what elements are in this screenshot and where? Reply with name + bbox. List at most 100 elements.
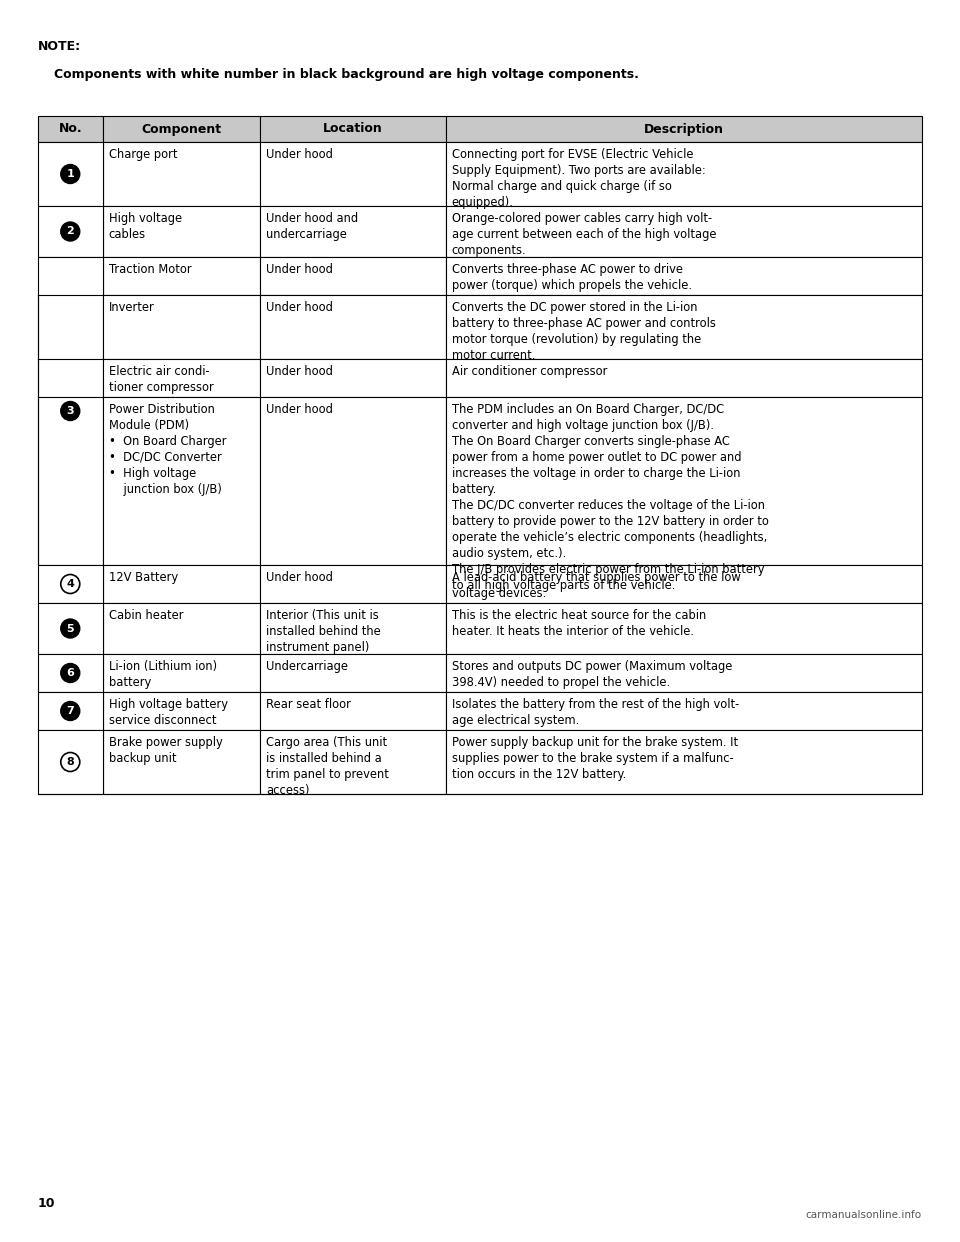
Bar bbox=[445, 692, 922, 730]
Text: Components with white number in black background are high voltage components.: Components with white number in black ba… bbox=[54, 68, 638, 81]
Bar bbox=[260, 206, 445, 257]
Text: Converts the DC power stored in the Li-ion
battery to three-phase AC power and c: Converts the DC power stored in the Li-i… bbox=[451, 301, 715, 361]
Text: 6: 6 bbox=[66, 668, 74, 678]
Bar bbox=[445, 206, 922, 257]
Text: NOTE:: NOTE: bbox=[38, 40, 82, 53]
Bar bbox=[445, 296, 922, 359]
Text: Location: Location bbox=[323, 123, 383, 135]
Bar bbox=[103, 604, 260, 655]
Bar bbox=[38, 257, 103, 565]
Text: A lead-acid battery that supplies power to the low
voltage devices.: A lead-acid battery that supplies power … bbox=[451, 571, 740, 600]
Bar bbox=[260, 257, 445, 296]
Bar bbox=[38, 116, 103, 142]
Bar bbox=[103, 565, 260, 604]
Circle shape bbox=[60, 164, 80, 184]
Bar bbox=[445, 397, 922, 565]
Text: Isolates the battery from the rest of the high volt-
age electrical system.: Isolates the battery from the rest of th… bbox=[451, 698, 739, 727]
Text: The PDM includes an On Board Charger, DC/DC
converter and high voltage junction : The PDM includes an On Board Charger, DC… bbox=[451, 402, 768, 592]
Bar bbox=[103, 692, 260, 730]
Text: Orange-colored power cables carry high volt-
age current between each of the hig: Orange-colored power cables carry high v… bbox=[451, 212, 716, 257]
Text: Stores and outputs DC power (Maximum voltage
398.4V) needed to propel the vehicl: Stores and outputs DC power (Maximum vol… bbox=[451, 660, 732, 689]
Text: No.: No. bbox=[59, 123, 82, 135]
Text: 12V Battery: 12V Battery bbox=[108, 571, 178, 584]
Bar bbox=[103, 116, 260, 142]
Bar bbox=[38, 565, 103, 604]
Circle shape bbox=[60, 663, 80, 683]
Bar bbox=[103, 257, 260, 296]
Bar bbox=[103, 655, 260, 692]
Text: Traction Motor: Traction Motor bbox=[108, 263, 191, 276]
Text: Charge port: Charge port bbox=[108, 148, 177, 161]
Text: Description: Description bbox=[644, 123, 724, 135]
Text: Power Distribution
Module (PDM)
•  On Board Charger
•  DC/DC Converter
•  High v: Power Distribution Module (PDM) • On Boa… bbox=[108, 402, 226, 496]
Circle shape bbox=[60, 222, 80, 241]
Text: High voltage battery
service disconnect: High voltage battery service disconnect bbox=[108, 698, 228, 727]
Bar bbox=[38, 655, 103, 692]
Text: 10: 10 bbox=[38, 1197, 56, 1210]
Bar bbox=[260, 604, 445, 655]
Bar bbox=[38, 142, 103, 206]
Bar bbox=[260, 565, 445, 604]
Bar bbox=[445, 655, 922, 692]
Text: 5: 5 bbox=[66, 623, 74, 633]
Bar bbox=[445, 142, 922, 206]
Bar bbox=[38, 604, 103, 655]
Text: Under hood: Under hood bbox=[266, 365, 333, 378]
Text: Under hood: Under hood bbox=[266, 148, 333, 161]
Text: 3: 3 bbox=[66, 406, 74, 416]
Bar bbox=[103, 397, 260, 565]
Text: Brake power supply
backup unit: Brake power supply backup unit bbox=[108, 737, 223, 765]
Bar bbox=[445, 730, 922, 794]
Bar bbox=[38, 206, 103, 257]
Text: 1: 1 bbox=[66, 169, 74, 179]
Text: Cargo area (This unit
is installed behind a
trim panel to prevent
access): Cargo area (This unit is installed behin… bbox=[266, 737, 389, 797]
Bar bbox=[38, 730, 103, 794]
Bar bbox=[38, 692, 103, 730]
Bar bbox=[260, 655, 445, 692]
Bar bbox=[260, 142, 445, 206]
Text: High voltage
cables: High voltage cables bbox=[108, 212, 181, 241]
Text: 2: 2 bbox=[66, 226, 74, 236]
Text: 8: 8 bbox=[66, 758, 74, 768]
Text: Inverter: Inverter bbox=[108, 301, 155, 314]
Text: Interior (This unit is
installed behind the
instrument panel): Interior (This unit is installed behind … bbox=[266, 609, 380, 655]
Bar bbox=[260, 730, 445, 794]
Text: Under hood: Under hood bbox=[266, 571, 333, 584]
Bar bbox=[260, 397, 445, 565]
Bar bbox=[260, 359, 445, 397]
Text: Rear seat floor: Rear seat floor bbox=[266, 698, 350, 710]
Text: Cabin heater: Cabin heater bbox=[108, 609, 183, 622]
Text: Air conditioner compressor: Air conditioner compressor bbox=[451, 365, 607, 378]
Circle shape bbox=[60, 702, 80, 720]
Text: 7: 7 bbox=[66, 705, 74, 715]
Text: carmanualsonline.info: carmanualsonline.info bbox=[805, 1210, 922, 1220]
Bar bbox=[445, 359, 922, 397]
Bar bbox=[103, 359, 260, 397]
Text: This is the electric heat source for the cabin
heater. It heats the interior of : This is the electric heat source for the… bbox=[451, 609, 706, 638]
Circle shape bbox=[60, 619, 80, 638]
Bar bbox=[103, 730, 260, 794]
Text: Under hood and
undercarriage: Under hood and undercarriage bbox=[266, 212, 358, 241]
Bar bbox=[103, 206, 260, 257]
Circle shape bbox=[60, 401, 80, 421]
Bar bbox=[260, 296, 445, 359]
Text: Under hood: Under hood bbox=[266, 263, 333, 276]
Text: Electric air condi-
tioner compressor: Electric air condi- tioner compressor bbox=[108, 365, 213, 394]
Text: 4: 4 bbox=[66, 579, 74, 589]
Bar bbox=[260, 116, 445, 142]
Text: Power supply backup unit for the brake system. It
supplies power to the brake sy: Power supply backup unit for the brake s… bbox=[451, 737, 737, 781]
Bar bbox=[445, 565, 922, 604]
Text: Component: Component bbox=[141, 123, 221, 135]
Text: Under hood: Under hood bbox=[266, 301, 333, 314]
Bar bbox=[445, 116, 922, 142]
Text: Connecting port for EVSE (Electric Vehicle
Supply Equipment). Two ports are avai: Connecting port for EVSE (Electric Vehic… bbox=[451, 148, 706, 209]
Circle shape bbox=[60, 753, 80, 771]
Bar bbox=[445, 257, 922, 296]
Bar bbox=[103, 142, 260, 206]
Text: Undercarriage: Undercarriage bbox=[266, 660, 348, 673]
Text: Li-ion (Lithium ion)
battery: Li-ion (Lithium ion) battery bbox=[108, 660, 217, 689]
Circle shape bbox=[60, 575, 80, 594]
Text: Under hood: Under hood bbox=[266, 402, 333, 416]
Bar bbox=[445, 604, 922, 655]
Bar bbox=[103, 296, 260, 359]
